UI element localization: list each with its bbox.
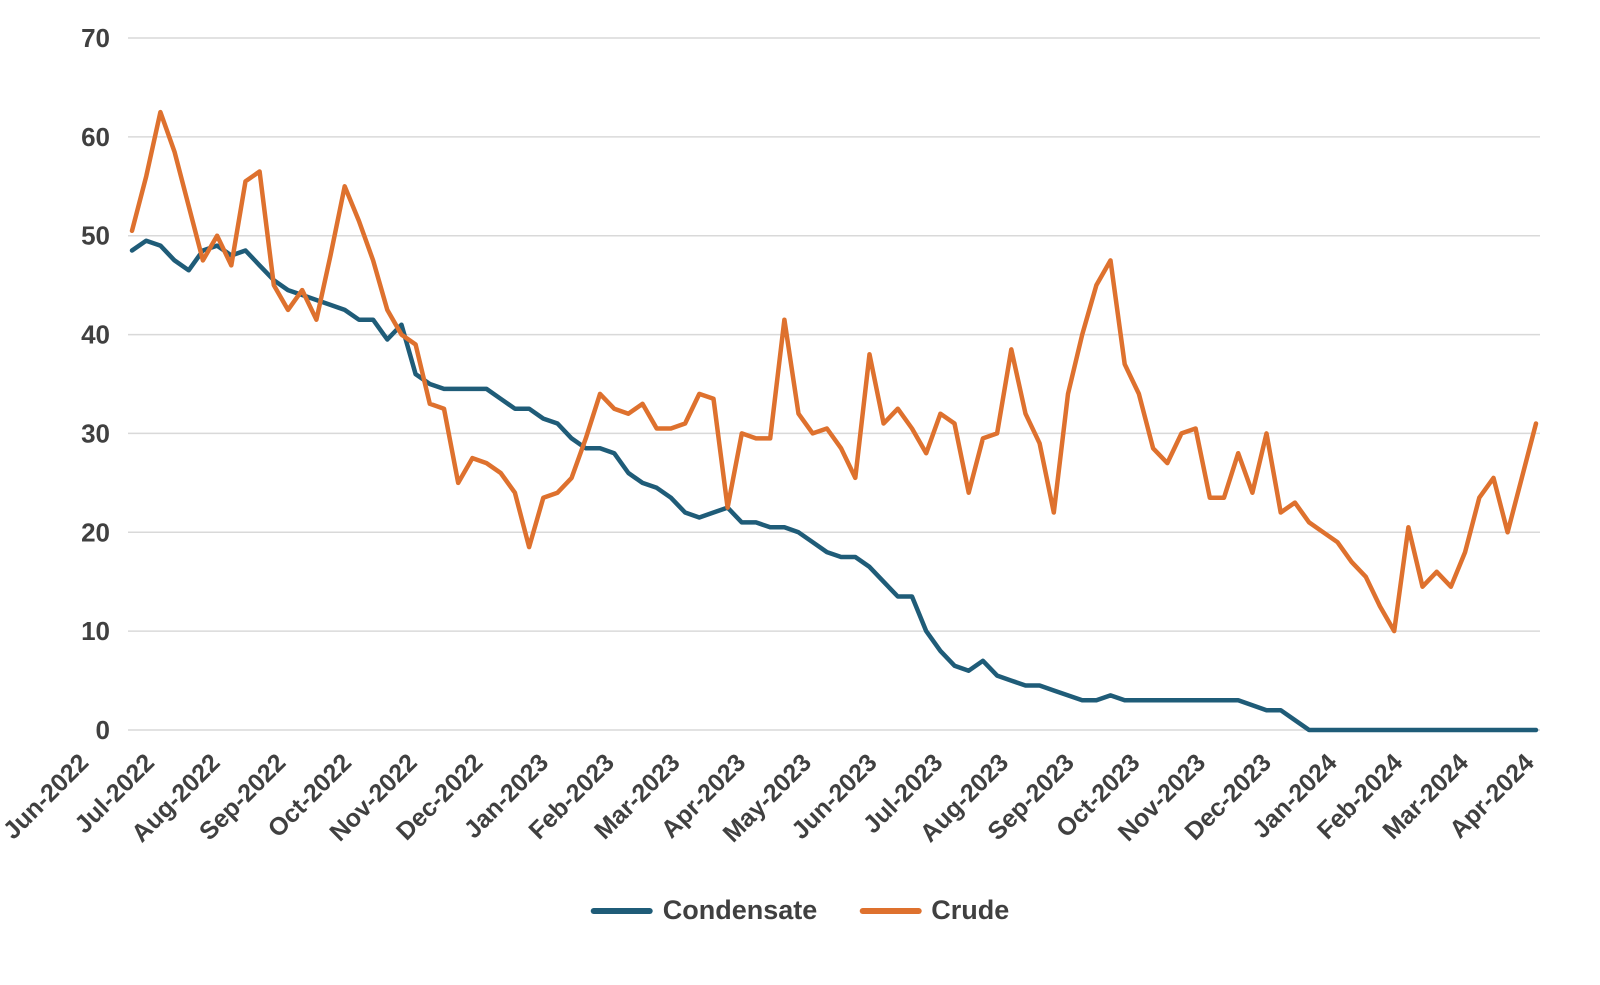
y-tick-label: 30 (81, 418, 110, 448)
crude-line (129, 109, 1539, 634)
crude-line-swatch (859, 907, 922, 914)
y-tick-label: 10 (81, 616, 110, 646)
y-tick-label: 50 (81, 221, 110, 251)
condensate-line-swatch (590, 907, 653, 914)
y-tick-label: 40 (81, 320, 110, 350)
chart-legend: Condensate Crude (590, 895, 1009, 926)
y-tick-label: 60 (81, 122, 110, 152)
y-tick-label: 20 (81, 517, 110, 547)
legend-item-condensate: Condensate (590, 895, 818, 926)
y-tick-label: 0 (96, 715, 110, 745)
y-tick-label: 70 (81, 23, 110, 53)
legend-label-condensate: Condensate (662, 895, 818, 925)
legend-label-crude: Crude (931, 895, 1010, 925)
condensate-line (129, 238, 1539, 733)
legend-item-crude: Crude (859, 895, 1009, 926)
